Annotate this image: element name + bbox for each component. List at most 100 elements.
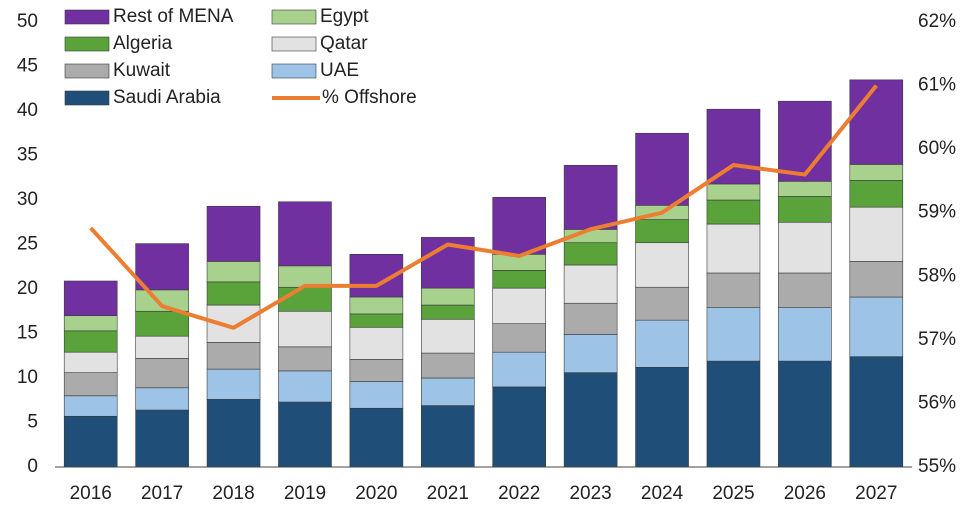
bar-segment bbox=[635, 319, 689, 368]
y2-tick-label: 62% bbox=[918, 11, 956, 32]
y2-tick-label: 56% bbox=[918, 392, 956, 413]
y-tick-label: 5 bbox=[27, 412, 38, 433]
bar-segment bbox=[135, 335, 189, 359]
x-tick-label: 2021 bbox=[427, 483, 469, 504]
bar-segment bbox=[563, 302, 618, 335]
x-tick-label: 2027 bbox=[855, 483, 897, 504]
bar-segment bbox=[635, 367, 689, 468]
bar-segment bbox=[349, 326, 404, 360]
bar-segment bbox=[420, 377, 475, 406]
bar-segment bbox=[206, 399, 261, 468]
bar-segment bbox=[349, 407, 404, 468]
bar-segment bbox=[349, 296, 404, 315]
bar-segment bbox=[420, 287, 475, 306]
legend-swatch bbox=[271, 9, 317, 25]
bar-segment bbox=[706, 360, 761, 468]
legend-label: Saudi Arabia bbox=[113, 87, 221, 108]
bar-segment bbox=[420, 304, 475, 320]
bar-segment bbox=[63, 351, 118, 373]
bar-segment bbox=[135, 387, 189, 411]
bar-segment bbox=[135, 310, 189, 337]
bar-segment bbox=[278, 401, 332, 468]
bar-segment bbox=[278, 310, 332, 348]
legend-label: Qatar bbox=[320, 33, 368, 54]
bar-segment bbox=[206, 342, 261, 370]
legend-label: Kuwait bbox=[113, 60, 171, 81]
y-tick-label: 45 bbox=[17, 56, 38, 77]
bar-segment bbox=[635, 242, 689, 288]
y2-tick-label: 61% bbox=[918, 75, 956, 96]
bar-segment bbox=[420, 405, 475, 468]
bar-segment bbox=[563, 264, 618, 304]
bar-segment bbox=[492, 323, 547, 353]
bar-segment bbox=[206, 281, 261, 306]
bar-segment bbox=[492, 386, 547, 468]
bar-segment bbox=[849, 296, 904, 357]
bar-segment bbox=[849, 180, 904, 208]
bar-segment bbox=[778, 360, 832, 468]
bar-segment bbox=[849, 206, 904, 262]
bar-segment bbox=[706, 108, 761, 185]
x-tick-label: 2026 bbox=[784, 483, 826, 504]
legend-label: Rest of MENA bbox=[113, 6, 234, 27]
bar-segment bbox=[706, 307, 761, 362]
bar-segment bbox=[420, 352, 475, 379]
bar-segment bbox=[492, 197, 547, 255]
bar-segment bbox=[849, 164, 904, 181]
y-tick-label: 15 bbox=[17, 323, 38, 344]
bar-segment bbox=[278, 346, 332, 372]
legend-label: Algeria bbox=[113, 33, 173, 54]
y2-tick-label: 58% bbox=[918, 265, 956, 286]
x-tick-label: 2016 bbox=[70, 483, 112, 504]
y-tick-label: 0 bbox=[27, 456, 38, 477]
bar-segment bbox=[706, 199, 761, 225]
bar-segment bbox=[635, 219, 689, 244]
y-tick-label: 35 bbox=[17, 145, 38, 166]
bar-segment bbox=[206, 368, 261, 400]
legend-swatch bbox=[64, 36, 110, 52]
bar-segment bbox=[563, 372, 618, 468]
bar-segment bbox=[206, 261, 261, 283]
x-tick-label: 2019 bbox=[284, 483, 326, 504]
bar-segment bbox=[635, 132, 689, 206]
x-tick-label: 2024 bbox=[641, 483, 684, 504]
bar-segment bbox=[63, 415, 118, 468]
x-tick-label: 2023 bbox=[569, 483, 611, 504]
legend-label: % Offshore bbox=[322, 87, 417, 108]
offshore-line bbox=[89, 84, 878, 330]
bar-segment bbox=[278, 201, 332, 267]
bar-segment bbox=[63, 315, 118, 332]
bar-segment bbox=[278, 370, 332, 403]
x-tick-label: 2018 bbox=[212, 483, 254, 504]
x-tick-label: 2020 bbox=[355, 483, 397, 504]
bar-segment bbox=[563, 242, 618, 266]
legend-swatch bbox=[64, 9, 110, 25]
y-tick-label: 25 bbox=[17, 234, 38, 255]
bar-segment bbox=[778, 100, 832, 182]
bar-segment bbox=[492, 351, 547, 388]
y2-tick-label: 59% bbox=[918, 202, 956, 223]
bar-segment bbox=[63, 395, 118, 417]
bar-segment bbox=[706, 272, 761, 308]
bar-segment bbox=[849, 356, 904, 468]
y-tick-label: 30 bbox=[17, 189, 38, 210]
bar-segment bbox=[849, 261, 904, 298]
y-tick-label: 10 bbox=[17, 367, 38, 388]
bar-segment bbox=[206, 205, 261, 262]
bar-segment bbox=[706, 223, 761, 274]
bar-segment bbox=[778, 307, 832, 362]
bar-segment bbox=[420, 318, 475, 354]
bar-segment bbox=[635, 286, 689, 321]
bar-segment bbox=[135, 358, 189, 389]
legend-label: Egypt bbox=[320, 6, 369, 27]
bar-segment bbox=[778, 181, 832, 197]
bar-segment bbox=[492, 287, 547, 325]
bar-segment bbox=[849, 79, 904, 165]
legend-swatch bbox=[271, 63, 317, 79]
bar-segment bbox=[349, 359, 404, 382]
legend-label: UAE bbox=[320, 60, 359, 81]
bar-segment bbox=[278, 286, 332, 312]
bar-segment bbox=[63, 280, 118, 316]
y2-tick-label: 60% bbox=[918, 138, 956, 159]
